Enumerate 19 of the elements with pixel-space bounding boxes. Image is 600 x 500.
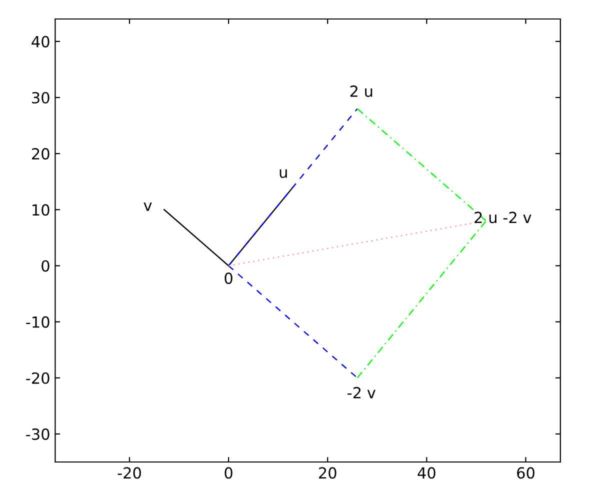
y-tick-label: -30 <box>26 428 50 440</box>
y-tick-label: 10 <box>32 204 50 216</box>
annotation: 0 <box>224 272 232 284</box>
y-tick-label: 20 <box>32 148 50 160</box>
y-tick-label: 0 <box>42 260 50 272</box>
y-tick-label: -20 <box>26 372 50 384</box>
annotation: 2 u <box>350 85 372 97</box>
annotation: 2 u -2 v <box>474 212 532 224</box>
x-tick-label: 60 <box>517 467 534 479</box>
x-tick-label: 20 <box>319 467 336 479</box>
x-tick-label: 40 <box>418 467 436 479</box>
y-tick-label: 40 <box>32 36 50 48</box>
y-tick-label: -10 <box>26 316 50 328</box>
annotation: u <box>280 169 287 178</box>
annotation: v <box>144 202 152 211</box>
annotation: -2 v <box>348 386 376 398</box>
x-tick-label: 0 <box>224 467 232 479</box>
y-tick-label: 30 <box>32 92 50 104</box>
x-tick-label: -20 <box>118 467 141 479</box>
